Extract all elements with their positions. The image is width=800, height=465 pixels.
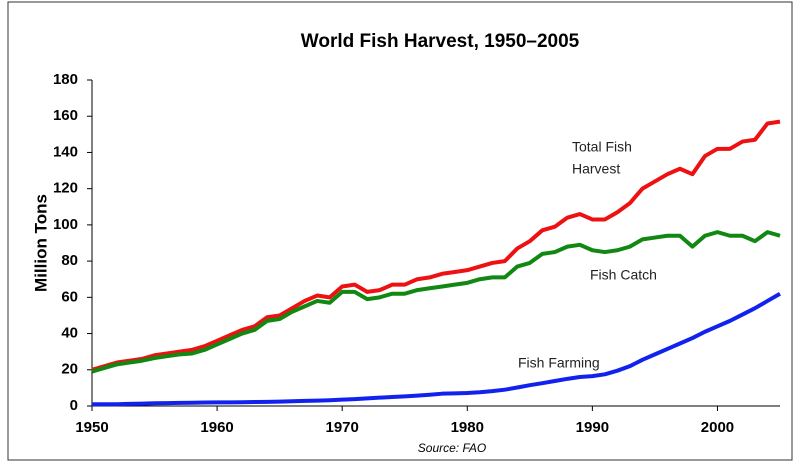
y-tick-label: 80 (61, 252, 78, 269)
y-tick-label: 40 (61, 325, 78, 342)
y-axis-label: Million Tons (31, 194, 50, 292)
source: Source: FAO (418, 441, 486, 455)
y-tick-label: 0 (70, 397, 78, 414)
annotation: Fish Catch (590, 267, 657, 283)
series-line (92, 291, 782, 407)
y-tick-label: 100 (53, 216, 78, 233)
x-tick-label: 1970 (325, 419, 358, 436)
x-tick-label: 1960 (200, 419, 233, 436)
annotation: Fish Farming (518, 355, 600, 371)
y-tick-label: 180 (53, 71, 78, 88)
y-tick-label: 120 (53, 180, 78, 197)
x-tick-label: 2000 (701, 419, 734, 436)
x-tick-label: 1950 (75, 419, 108, 436)
series-line (91, 230, 781, 374)
frame (7, 1, 793, 461)
series-line (91, 119, 781, 372)
chart-title: World Fish Harvest, 1950–2005 (301, 31, 580, 52)
x-tick-label: 1990 (576, 419, 609, 436)
y-tick-label: 160 (53, 107, 78, 124)
annotation: Harvest (572, 161, 620, 177)
y-tick-label: 60 (61, 288, 78, 305)
annotation: Total Fish (572, 139, 632, 155)
x-tick-label: 1980 (451, 419, 484, 436)
y-tick-label: 140 (53, 143, 78, 160)
y-tick-label: 20 (61, 361, 78, 378)
